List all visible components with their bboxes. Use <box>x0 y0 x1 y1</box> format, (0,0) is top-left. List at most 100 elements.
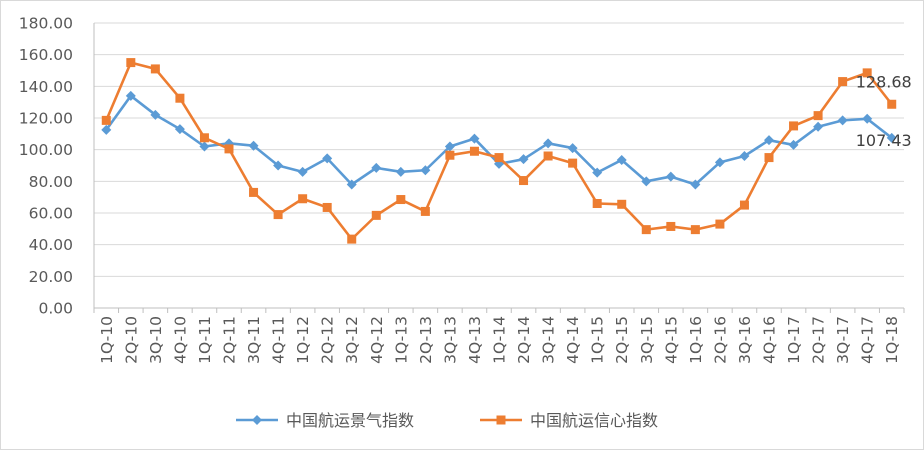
x-tick-label: 2Q-13 <box>417 316 435 364</box>
data-point <box>764 135 774 146</box>
data-point <box>199 141 210 152</box>
data-point <box>838 77 848 87</box>
legend-marker <box>252 415 262 425</box>
data-point <box>445 150 455 160</box>
data-point <box>126 58 136 68</box>
x-tick-label: 2Q-16 <box>711 316 729 364</box>
data-point <box>371 162 382 173</box>
data-point <box>249 187 259 197</box>
data-point <box>322 202 332 212</box>
x-axis-ticks: 1Q-10 2Q-10 3Q-10 4Q-10 1Q-11 2Q-11 3Q-11 4Q-11… <box>98 316 901 364</box>
data-point <box>150 64 160 74</box>
data-point <box>690 179 701 190</box>
data-point <box>248 140 259 151</box>
x-tick-label: 3Q-11 <box>245 316 263 364</box>
x-tick-label: 1Q-18 <box>883 316 901 364</box>
y-tick-label: 0.00 <box>38 300 73 318</box>
data-point <box>494 153 504 163</box>
x-tick-label: 1Q-10 <box>98 316 116 364</box>
data-point <box>788 139 799 150</box>
data-point <box>764 153 774 163</box>
x-tick-label: 3Q-13 <box>441 316 459 364</box>
data-point <box>543 151 553 161</box>
x-tick-label: 1Q-11 <box>196 316 214 364</box>
data-point <box>813 121 824 132</box>
x-tick-label: 1Q-14 <box>491 316 509 364</box>
data-point <box>297 166 308 177</box>
x-tick-label: 3Q-12 <box>343 316 361 364</box>
data-point <box>101 124 112 135</box>
data-point <box>469 146 479 156</box>
data-point <box>616 154 627 165</box>
data-label: 128.68 <box>856 72 912 91</box>
data-point <box>273 160 284 171</box>
data-point <box>395 166 406 177</box>
data-point <box>199 133 209 143</box>
x-tick-label: 3Q-10 <box>147 316 165 364</box>
y-tick-label: 100.00 <box>19 141 73 159</box>
x-tick-label: 1Q-17 <box>785 316 803 364</box>
data-point <box>347 234 357 244</box>
axes <box>93 23 905 313</box>
data-point <box>567 143 578 154</box>
data-point <box>592 167 603 178</box>
data-point <box>396 195 406 205</box>
data-point <box>224 144 234 154</box>
x-tick-label: 3Q-16 <box>736 316 754 364</box>
x-tick-label: 4Q-10 <box>171 316 189 364</box>
legend-label: 中国航运景气指数 <box>286 411 414 430</box>
legend-label: 中国航运信心指数 <box>530 411 658 430</box>
data-point <box>665 171 676 182</box>
data-point <box>641 176 652 187</box>
data-point <box>273 210 283 220</box>
data-point <box>371 210 381 220</box>
data-point <box>739 151 750 161</box>
data-point <box>739 200 749 210</box>
data-point <box>346 179 357 190</box>
x-tick-label: 2Q-15 <box>613 316 631 364</box>
data-point <box>715 219 725 229</box>
legend: 中国航运景气指数 中国航运信心指数 <box>236 411 658 430</box>
x-tick-label: 1Q-16 <box>687 316 705 364</box>
data-point <box>568 158 578 168</box>
x-tick-label: 2Q-11 <box>221 316 239 364</box>
data-point <box>543 138 554 149</box>
x-tick-label: 2Q-10 <box>122 316 140 364</box>
y-axis-ticks: 0.00 20.00 40.00 60.00 80.00 100.00 120.00 140.… <box>19 15 73 318</box>
series-layer <box>101 58 897 244</box>
x-tick-label: 2Q-12 <box>319 316 337 364</box>
y-tick-label: 80.00 <box>29 173 73 191</box>
data-point <box>175 93 185 103</box>
data-labels: 128.68 107.43 <box>856 72 912 150</box>
data-point <box>101 115 111 125</box>
x-tick-label: 4Q-12 <box>368 316 386 364</box>
data-point <box>592 199 602 208</box>
y-tick-label: 60.00 <box>29 205 73 223</box>
data-point <box>666 221 676 231</box>
data-point <box>813 111 823 121</box>
x-tick-label: 2Q-17 <box>810 316 828 364</box>
data-point <box>690 225 700 235</box>
data-point <box>519 176 529 186</box>
y-tick-label: 180.00 <box>19 15 73 33</box>
data-point <box>887 99 897 109</box>
series-1 <box>101 58 897 244</box>
x-tick-label: 1Q-15 <box>589 316 607 364</box>
data-point <box>420 165 431 176</box>
data-point <box>444 141 455 152</box>
y-tick-label: 20.00 <box>29 268 73 286</box>
data-point <box>420 206 430 216</box>
data-point <box>641 225 651 235</box>
x-tick-label: 2Q-14 <box>515 316 533 364</box>
x-tick-label: 1Q-12 <box>294 316 312 364</box>
data-point <box>617 199 627 209</box>
data-point <box>862 113 873 124</box>
legend-item-1: 中国航运信心指数 <box>480 411 658 430</box>
data-point <box>469 133 480 144</box>
data-point <box>322 153 333 164</box>
data-point <box>518 154 529 165</box>
data-label: 107.43 <box>856 131 912 150</box>
x-tick-label: 3Q-15 <box>638 316 656 364</box>
